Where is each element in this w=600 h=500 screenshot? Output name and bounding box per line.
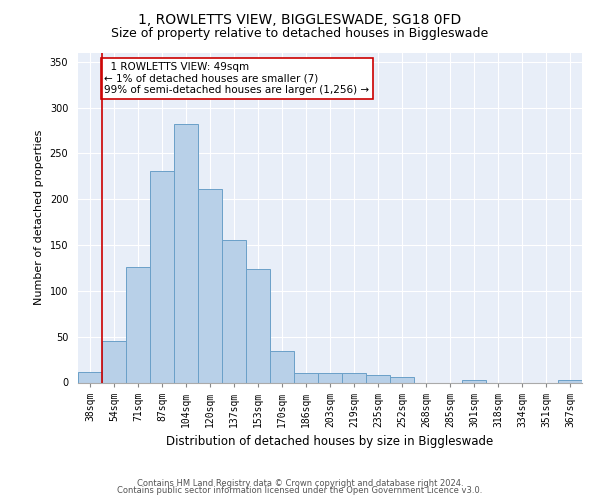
Bar [174, 124, 198, 382]
Bar [78, 372, 102, 382]
Y-axis label: Number of detached properties: Number of detached properties [34, 130, 44, 305]
Text: Contains HM Land Registry data © Crown copyright and database right 2024.: Contains HM Land Registry data © Crown c… [137, 478, 463, 488]
Bar [558, 380, 582, 382]
Bar [198, 189, 222, 382]
Text: Contains public sector information licensed under the Open Government Licence v3: Contains public sector information licen… [118, 486, 482, 495]
Bar [102, 341, 126, 382]
Text: 1 ROWLETTS VIEW: 49sqm
← 1% of detached houses are smaller (7)
99% of semi-detac: 1 ROWLETTS VIEW: 49sqm ← 1% of detached … [104, 62, 370, 95]
Bar [462, 380, 486, 382]
Bar [150, 171, 174, 382]
Bar [318, 374, 342, 382]
Bar [126, 267, 150, 382]
Text: 1, ROWLETTS VIEW, BIGGLESWADE, SG18 0FD: 1, ROWLETTS VIEW, BIGGLESWADE, SG18 0FD [139, 12, 461, 26]
Bar [390, 377, 414, 382]
Bar [342, 374, 366, 382]
Bar [222, 240, 246, 382]
X-axis label: Distribution of detached houses by size in Biggleswade: Distribution of detached houses by size … [166, 435, 494, 448]
Text: Size of property relative to detached houses in Biggleswade: Size of property relative to detached ho… [112, 28, 488, 40]
Bar [294, 374, 318, 382]
Bar [366, 375, 390, 382]
Bar [270, 352, 294, 382]
Bar [246, 269, 270, 382]
